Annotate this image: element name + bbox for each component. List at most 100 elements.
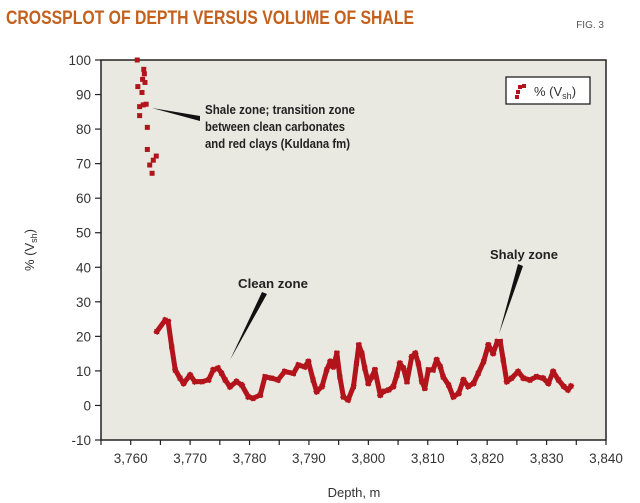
data-point (527, 377, 533, 383)
data-point (233, 379, 239, 385)
data-point (509, 375, 515, 381)
data-point (134, 57, 140, 63)
data-point (192, 379, 198, 385)
series-segment (257, 373, 269, 399)
data-point (437, 364, 443, 370)
data-point (305, 359, 311, 365)
data-point (222, 377, 228, 383)
data-point (377, 392, 383, 398)
series-segment (165, 318, 175, 350)
series-segment (371, 366, 384, 399)
data-point (245, 394, 251, 400)
annotation-pointer (152, 108, 200, 121)
data-point (359, 350, 365, 356)
data-point (504, 379, 510, 385)
data-point (394, 372, 400, 378)
data-point (561, 383, 567, 389)
data-point (515, 369, 521, 375)
data-point (227, 384, 233, 390)
y-tick-label: 20 (76, 329, 91, 344)
data-point (369, 374, 375, 380)
data-point (540, 375, 546, 381)
data-point (169, 344, 175, 350)
data-point (140, 102, 146, 108)
data-point (172, 367, 178, 373)
annotation-line: Clean zone (238, 276, 308, 291)
y-tick-label: 80 (76, 122, 91, 137)
y-tick-label: -10 (71, 433, 91, 448)
data-point (425, 367, 431, 373)
series-segment (497, 338, 507, 363)
data-point (440, 374, 446, 380)
annotation-pointer (230, 292, 267, 360)
series-segment (500, 356, 510, 385)
data-point (295, 362, 301, 368)
data-point (139, 89, 145, 95)
data-point (177, 375, 183, 381)
data-point (386, 387, 392, 393)
x-tick-label: 3,770 (173, 451, 207, 466)
x-tick-label: 3,830 (530, 451, 564, 466)
data-point (154, 329, 160, 335)
data-point (390, 383, 396, 389)
data-point (471, 380, 477, 386)
y-tick-label: 30 (76, 295, 91, 310)
series-segment (350, 360, 360, 390)
y-tick-label: 60 (76, 191, 91, 206)
data-point (340, 394, 346, 400)
data-point (330, 364, 336, 370)
x-tick-label: 3,760 (114, 451, 148, 466)
data-point (404, 379, 410, 385)
x-axis: 3,760 3,770 3,780 3,790 3,800 3,810 3,820 3,830… (100, 440, 623, 466)
data-point (262, 374, 268, 380)
series-segment (305, 358, 317, 383)
data-point (153, 153, 159, 159)
annotation-line: Shaly zone (490, 247, 558, 262)
data-point (490, 350, 496, 356)
data-point (290, 370, 296, 376)
y-tick-label: 0 (83, 398, 91, 413)
data-point (356, 342, 362, 348)
x-tick-label: 3,790 (292, 451, 326, 466)
annotation-shaly-zone: Shaly zone (490, 247, 558, 334)
data-point (141, 66, 147, 72)
series-segment (404, 353, 415, 385)
data-point (565, 387, 571, 393)
data-point (147, 162, 153, 168)
data-point (337, 374, 343, 380)
data-point (302, 364, 308, 370)
data-point (165, 319, 171, 325)
data-point (465, 383, 471, 389)
data-point (137, 104, 143, 110)
data-point (494, 339, 500, 345)
data-point (568, 383, 574, 389)
data-point (485, 342, 491, 348)
data-point (219, 370, 225, 376)
series-segment (334, 350, 343, 380)
data-point (365, 380, 371, 386)
x-tick-label: 3,810 (411, 451, 445, 466)
data-point (397, 360, 403, 366)
data-point (412, 350, 418, 356)
data-point (460, 377, 466, 383)
data-point (409, 354, 415, 360)
data-point (415, 360, 421, 366)
y-tick-label: 100 (68, 53, 91, 68)
data-point (199, 379, 205, 385)
data-point (481, 359, 487, 365)
annotation-pointer (499, 264, 523, 334)
data-point (533, 374, 539, 380)
data-point (500, 357, 506, 363)
data-point (314, 389, 320, 395)
data-point (545, 380, 551, 386)
data-point (144, 124, 150, 130)
x-tick-label: 3,820 (470, 451, 504, 466)
data-point (345, 397, 351, 403)
data-point (555, 377, 561, 383)
data-point (141, 71, 147, 77)
series-segment (168, 343, 179, 373)
y-axis-label: % (Vsh) (22, 229, 39, 271)
chart-title: CROSSPLOT OF DEPTH VERSUS VOLUME OF SHAL… (6, 8, 414, 29)
data-point (456, 390, 462, 396)
